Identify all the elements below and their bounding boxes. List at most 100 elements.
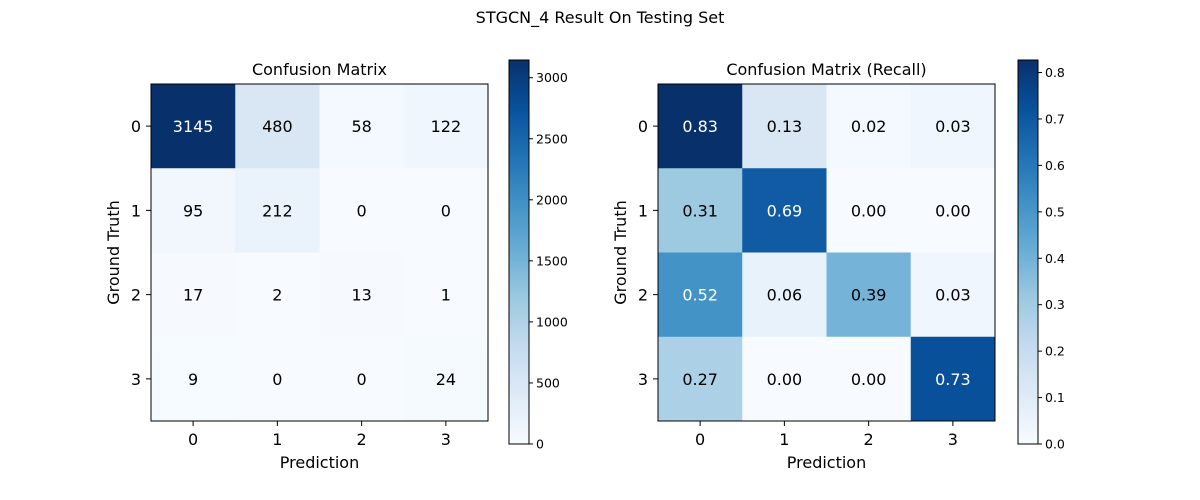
x-tick-label-0: 0 [188,430,198,449]
cell-label-r2-c3: 1 [441,286,451,305]
heatmap-cell-r2-c3 [910,252,996,338]
heatmap-cell-r2-c0 [658,252,743,338]
x-axis-label: Prediction [787,453,866,472]
heatmap-cell-r3-c1 [742,336,827,422]
heatmap-cell-r3-c1 [235,336,320,422]
chart-title: Confusion Matrix (Recall) [726,60,926,79]
axes-frame [657,83,996,422]
cell-label-r2-c0: 17 [183,286,203,305]
cell-label-r1-c2: 0.00 [851,201,887,220]
heatmap-cell-r2-c2 [319,252,405,338]
cell-label-r0-c2: 58 [351,117,371,136]
axes-frame [150,83,489,422]
heatmap-cell-r3-c0 [658,336,743,422]
x-tick-label-1: 1 [272,430,282,449]
heatmap-cell-r1-c3 [910,168,996,253]
heatmap-cell-r1-c1 [742,168,827,253]
colorbar-tick-label-2: 0.2 [1045,344,1065,359]
cell-label-r2-c2: 0.39 [851,286,887,305]
cell-label-r3-c3: 0.73 [935,370,971,389]
y-tick-label-0: 0 [638,117,648,136]
heatmap-cell-r2-c0 [151,252,236,338]
y-axis-label: Ground Truth [104,200,123,305]
cell-label-r3-c0: 9 [188,370,198,389]
y-tick-label-2: 2 [638,286,648,305]
cell-label-r3-c0: 0.27 [682,370,718,389]
cell-label-r2-c3: 0.03 [935,286,971,305]
cell-label-r2-c2: 13 [351,286,371,305]
heatmap-cell-r0-c3 [910,84,996,169]
heatmap-cell-r1-c0 [658,168,743,253]
cell-label-r0-c0: 0.83 [682,117,718,136]
colorbar-tick-label-6: 0.6 [1045,158,1065,173]
colorbar-tick-label-5: 2500 [536,131,568,146]
colorbar-tick-label-1: 0.1 [1045,390,1065,405]
heatmap-cell-r0-c2 [826,84,912,169]
x-tick-label-0: 0 [695,430,705,449]
cell-label-r1-c2: 0 [357,201,367,220]
x-tick-label-2: 2 [864,430,874,449]
heatmap-cell-r1-c2 [826,168,912,253]
heatmap-cell-r0-c1 [235,84,320,169]
colorbar-tick-label-2: 1000 [536,314,568,329]
cell-label-r1-c0: 95 [183,201,203,220]
heatmap-cell-r0-c0 [658,84,743,169]
cell-label-r3-c1: 0 [272,370,282,389]
heatmap-cell-r1-c3 [403,168,489,253]
heatmap-cell-r3-c3 [910,336,996,422]
cell-label-r0-c2: 0.02 [851,117,887,136]
colorbar-tick-label-3: 1500 [536,253,568,268]
y-tick-label-1: 1 [638,201,648,220]
y-tick-label-3: 3 [131,370,141,389]
y-tick-label-1: 1 [131,201,141,220]
cell-label-r1-c3: 0 [441,201,451,220]
heatmap-cell-r1-c0 [151,168,236,253]
chart-title: Confusion Matrix [252,60,387,79]
y-tick-label-2: 2 [131,286,141,305]
x-tick-label-1: 1 [779,430,789,449]
heatmap-cell-r3-c2 [319,336,405,422]
cell-label-r3-c1: 0.00 [767,370,803,389]
heatmap-cell-r2-c1 [742,252,827,338]
x-tick-label-2: 2 [357,430,367,449]
heatmap-panel-1: 0.83 0.13 0.02 0.030.31 0.69 0.00 0.000.52 0.06… [611,59,1065,472]
cell-label-r0-c3: 122 [431,117,462,136]
x-axis-label: Prediction [280,453,359,472]
cell-label-r0-c0: 3145 [173,117,214,136]
colorbar-tick-label-4: 0.4 [1045,251,1065,266]
heatmap-cell-r3-c2 [826,336,912,422]
cell-label-r3-c2: 0 [357,370,367,389]
figure-suptitle: STGCN_4 Result On Testing Set [476,8,725,28]
cell-label-r0-c1: 0.13 [767,117,803,136]
colorbar-tick-label-4: 2000 [536,192,568,207]
cell-label-r2-c0: 0.52 [682,286,718,305]
heatmap-cell-r3-c3 [403,336,489,422]
heatmap-cell-r1-c2 [319,168,405,253]
x-tick-label-3: 3 [948,430,958,449]
colorbar-tick-label-8: 0.8 [1045,65,1065,80]
colorbar [1017,59,1039,445]
heatmap-cell-r2-c3 [403,252,489,338]
cell-label-r2-c1: 2 [272,286,282,305]
heatmap-cell-r0-c0 [151,84,236,169]
y-axis-label: Ground Truth [611,200,630,305]
x-tick-label-3: 3 [441,430,451,449]
cell-label-r1-c3: 0.00 [935,201,971,220]
cell-label-r3-c2: 0.00 [851,370,887,389]
heatmap-cell-r3-c0 [151,336,236,422]
heatmap-cell-r0-c1 [742,84,827,169]
cell-label-r0-c1: 480 [262,117,293,136]
heatmap-cell-r2-c1 [235,252,320,338]
colorbar-tick-label-7: 0.7 [1045,111,1065,126]
heatmap-cell-r1-c1 [235,168,320,253]
colorbar-tick-label-0: 0 [536,437,544,452]
cell-label-r1-c1: 212 [262,201,293,220]
cell-label-r2-c1: 0.06 [767,286,803,305]
colorbar-tick-label-1: 500 [536,375,560,390]
colorbar-tick-label-3: 0.3 [1045,297,1065,312]
y-tick-label-3: 3 [638,370,648,389]
colorbar-tick-label-0: 0.0 [1045,437,1065,452]
colorbar-tick-label-6: 3000 [536,70,568,85]
